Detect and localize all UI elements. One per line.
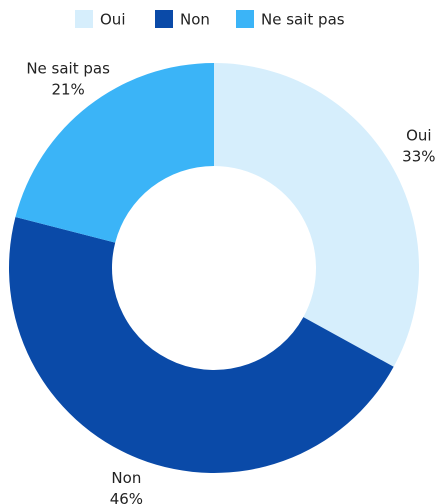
slice-value-label: 33% [402, 147, 435, 165]
legend-swatch [75, 10, 93, 28]
slice-label: Oui [406, 126, 431, 144]
slice-label: Ne sait pas [26, 59, 110, 77]
slice-value-label: 21% [51, 80, 84, 98]
legend-swatch [155, 10, 173, 28]
legend-label: Non [180, 11, 210, 29]
donut-slice [214, 63, 419, 367]
legend-swatch [236, 10, 254, 28]
slice-label: Non [111, 469, 141, 487]
donut-slice [15, 63, 215, 243]
donut-slice [8, 217, 394, 474]
slice-value-label: 46% [110, 490, 143, 504]
legend-label: Ne sait pas [261, 11, 345, 29]
legend-label: Oui [100, 11, 125, 29]
